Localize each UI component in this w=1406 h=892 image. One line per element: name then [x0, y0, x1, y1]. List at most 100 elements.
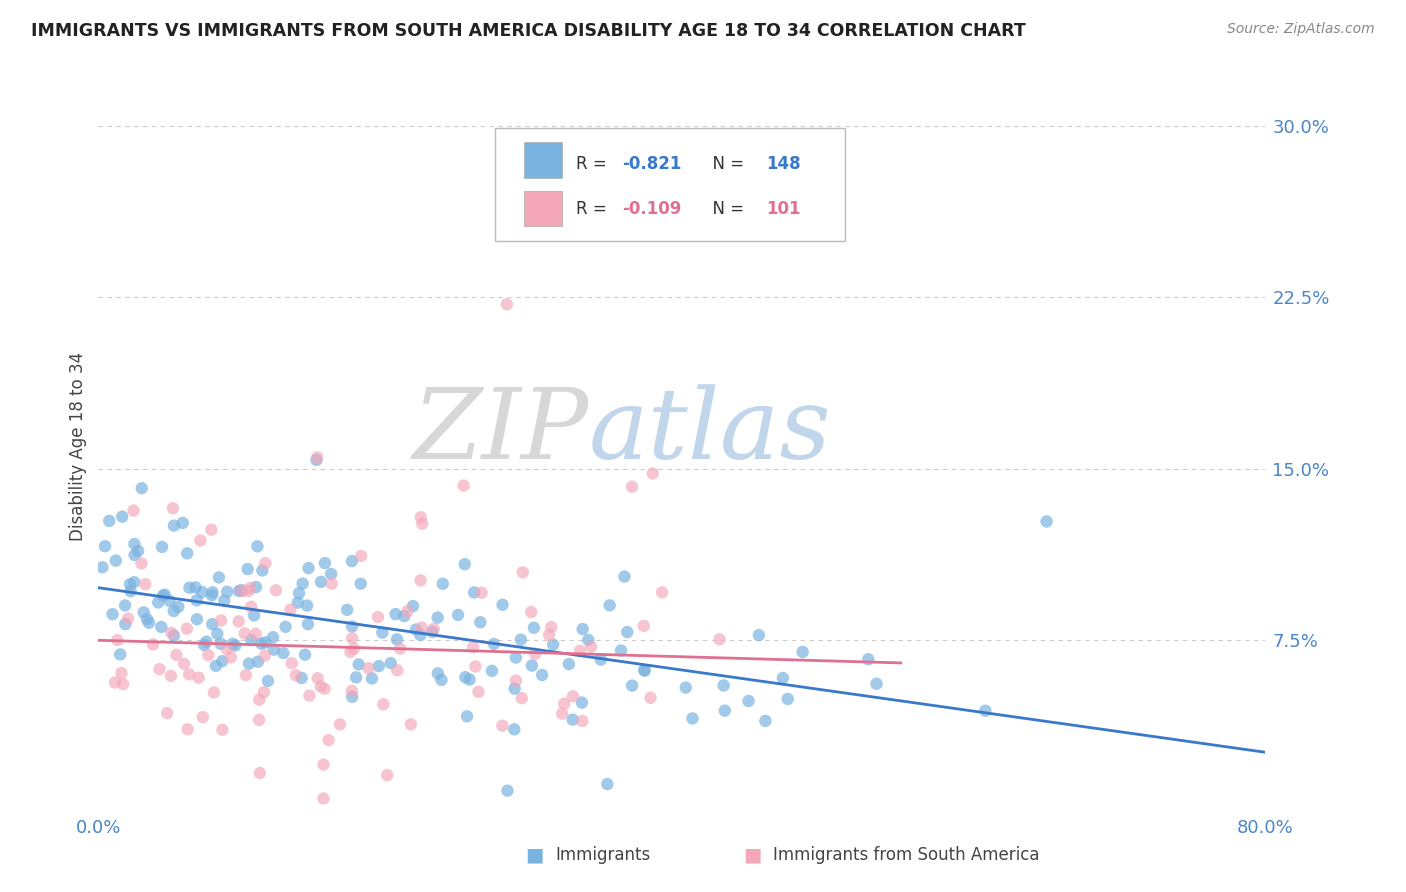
- Point: [298, 689, 321, 703]
- Point: [387, 664, 409, 678]
- Point: [447, 607, 470, 622]
- Point: [197, 648, 219, 662]
- Point: [321, 566, 343, 581]
- Point: [240, 599, 263, 614]
- Point: [430, 673, 453, 687]
- Point: [339, 645, 361, 659]
- Point: [253, 648, 276, 663]
- Point: [114, 617, 136, 632]
- Point: [426, 666, 449, 681]
- Point: [384, 607, 406, 621]
- Point: [503, 681, 526, 696]
- FancyBboxPatch shape: [524, 191, 562, 226]
- Point: [142, 637, 165, 651]
- Point: [280, 657, 302, 671]
- Point: [312, 757, 335, 772]
- Point: [314, 681, 336, 696]
- Point: [273, 646, 295, 660]
- Point: [540, 620, 562, 634]
- Point: [314, 556, 336, 570]
- Point: [409, 510, 432, 524]
- Point: [402, 599, 425, 613]
- Point: [576, 632, 599, 647]
- Point: [409, 628, 432, 642]
- Point: [187, 671, 209, 685]
- Point: [375, 768, 398, 782]
- Point: [193, 638, 215, 652]
- Point: [633, 663, 655, 677]
- Point: [148, 595, 170, 609]
- Point: [191, 710, 214, 724]
- Point: [122, 503, 145, 517]
- Point: [253, 685, 276, 699]
- Point: [505, 673, 527, 688]
- Point: [551, 706, 574, 721]
- Point: [411, 516, 433, 531]
- Point: [288, 586, 311, 600]
- Point: [571, 622, 593, 636]
- Point: [243, 608, 266, 623]
- Point: [127, 544, 149, 558]
- FancyBboxPatch shape: [524, 143, 562, 178]
- Point: [186, 612, 208, 626]
- Point: [120, 584, 142, 599]
- Point: [496, 297, 519, 311]
- Text: ■: ■: [524, 845, 544, 864]
- Point: [104, 675, 127, 690]
- Point: [264, 583, 287, 598]
- Point: [184, 581, 207, 595]
- Point: [111, 509, 134, 524]
- Point: [342, 632, 364, 646]
- Point: [464, 659, 486, 673]
- Text: 148: 148: [766, 155, 800, 173]
- Point: [153, 588, 176, 602]
- Point: [350, 549, 373, 563]
- Point: [254, 635, 277, 649]
- Point: [211, 723, 233, 737]
- Point: [249, 766, 271, 780]
- Point: [159, 594, 181, 608]
- Point: [589, 652, 612, 666]
- Point: [217, 584, 239, 599]
- Point: [321, 576, 343, 591]
- Point: [458, 673, 481, 687]
- Point: [231, 583, 253, 598]
- Point: [579, 640, 602, 654]
- Point: [131, 557, 153, 571]
- Point: [571, 714, 593, 728]
- Point: [245, 580, 267, 594]
- Point: [675, 681, 697, 695]
- Point: [200, 523, 222, 537]
- Y-axis label: Disability Age 18 to 34: Disability Age 18 to 34: [69, 351, 87, 541]
- Point: [616, 625, 638, 640]
- Point: [186, 593, 208, 607]
- Point: [505, 650, 527, 665]
- Point: [367, 610, 389, 624]
- Text: Source: ZipAtlas.com: Source: ZipAtlas.com: [1227, 22, 1375, 37]
- Point: [641, 467, 664, 481]
- Point: [254, 556, 277, 570]
- Point: [150, 620, 173, 634]
- Point: [205, 658, 228, 673]
- Point: [463, 640, 485, 654]
- Point: [454, 670, 477, 684]
- Point: [482, 637, 505, 651]
- Point: [640, 690, 662, 705]
- Point: [160, 669, 183, 683]
- Point: [94, 539, 117, 553]
- Point: [124, 537, 146, 551]
- Point: [621, 679, 644, 693]
- Point: [405, 623, 427, 637]
- Point: [228, 615, 250, 629]
- Point: [336, 603, 359, 617]
- Point: [250, 637, 273, 651]
- Point: [252, 564, 274, 578]
- Point: [344, 670, 367, 684]
- Point: [291, 576, 314, 591]
- Point: [454, 557, 477, 571]
- Point: [173, 657, 195, 671]
- Point: [426, 610, 449, 624]
- Point: [307, 450, 329, 465]
- Point: [347, 657, 370, 672]
- Point: [772, 671, 794, 685]
